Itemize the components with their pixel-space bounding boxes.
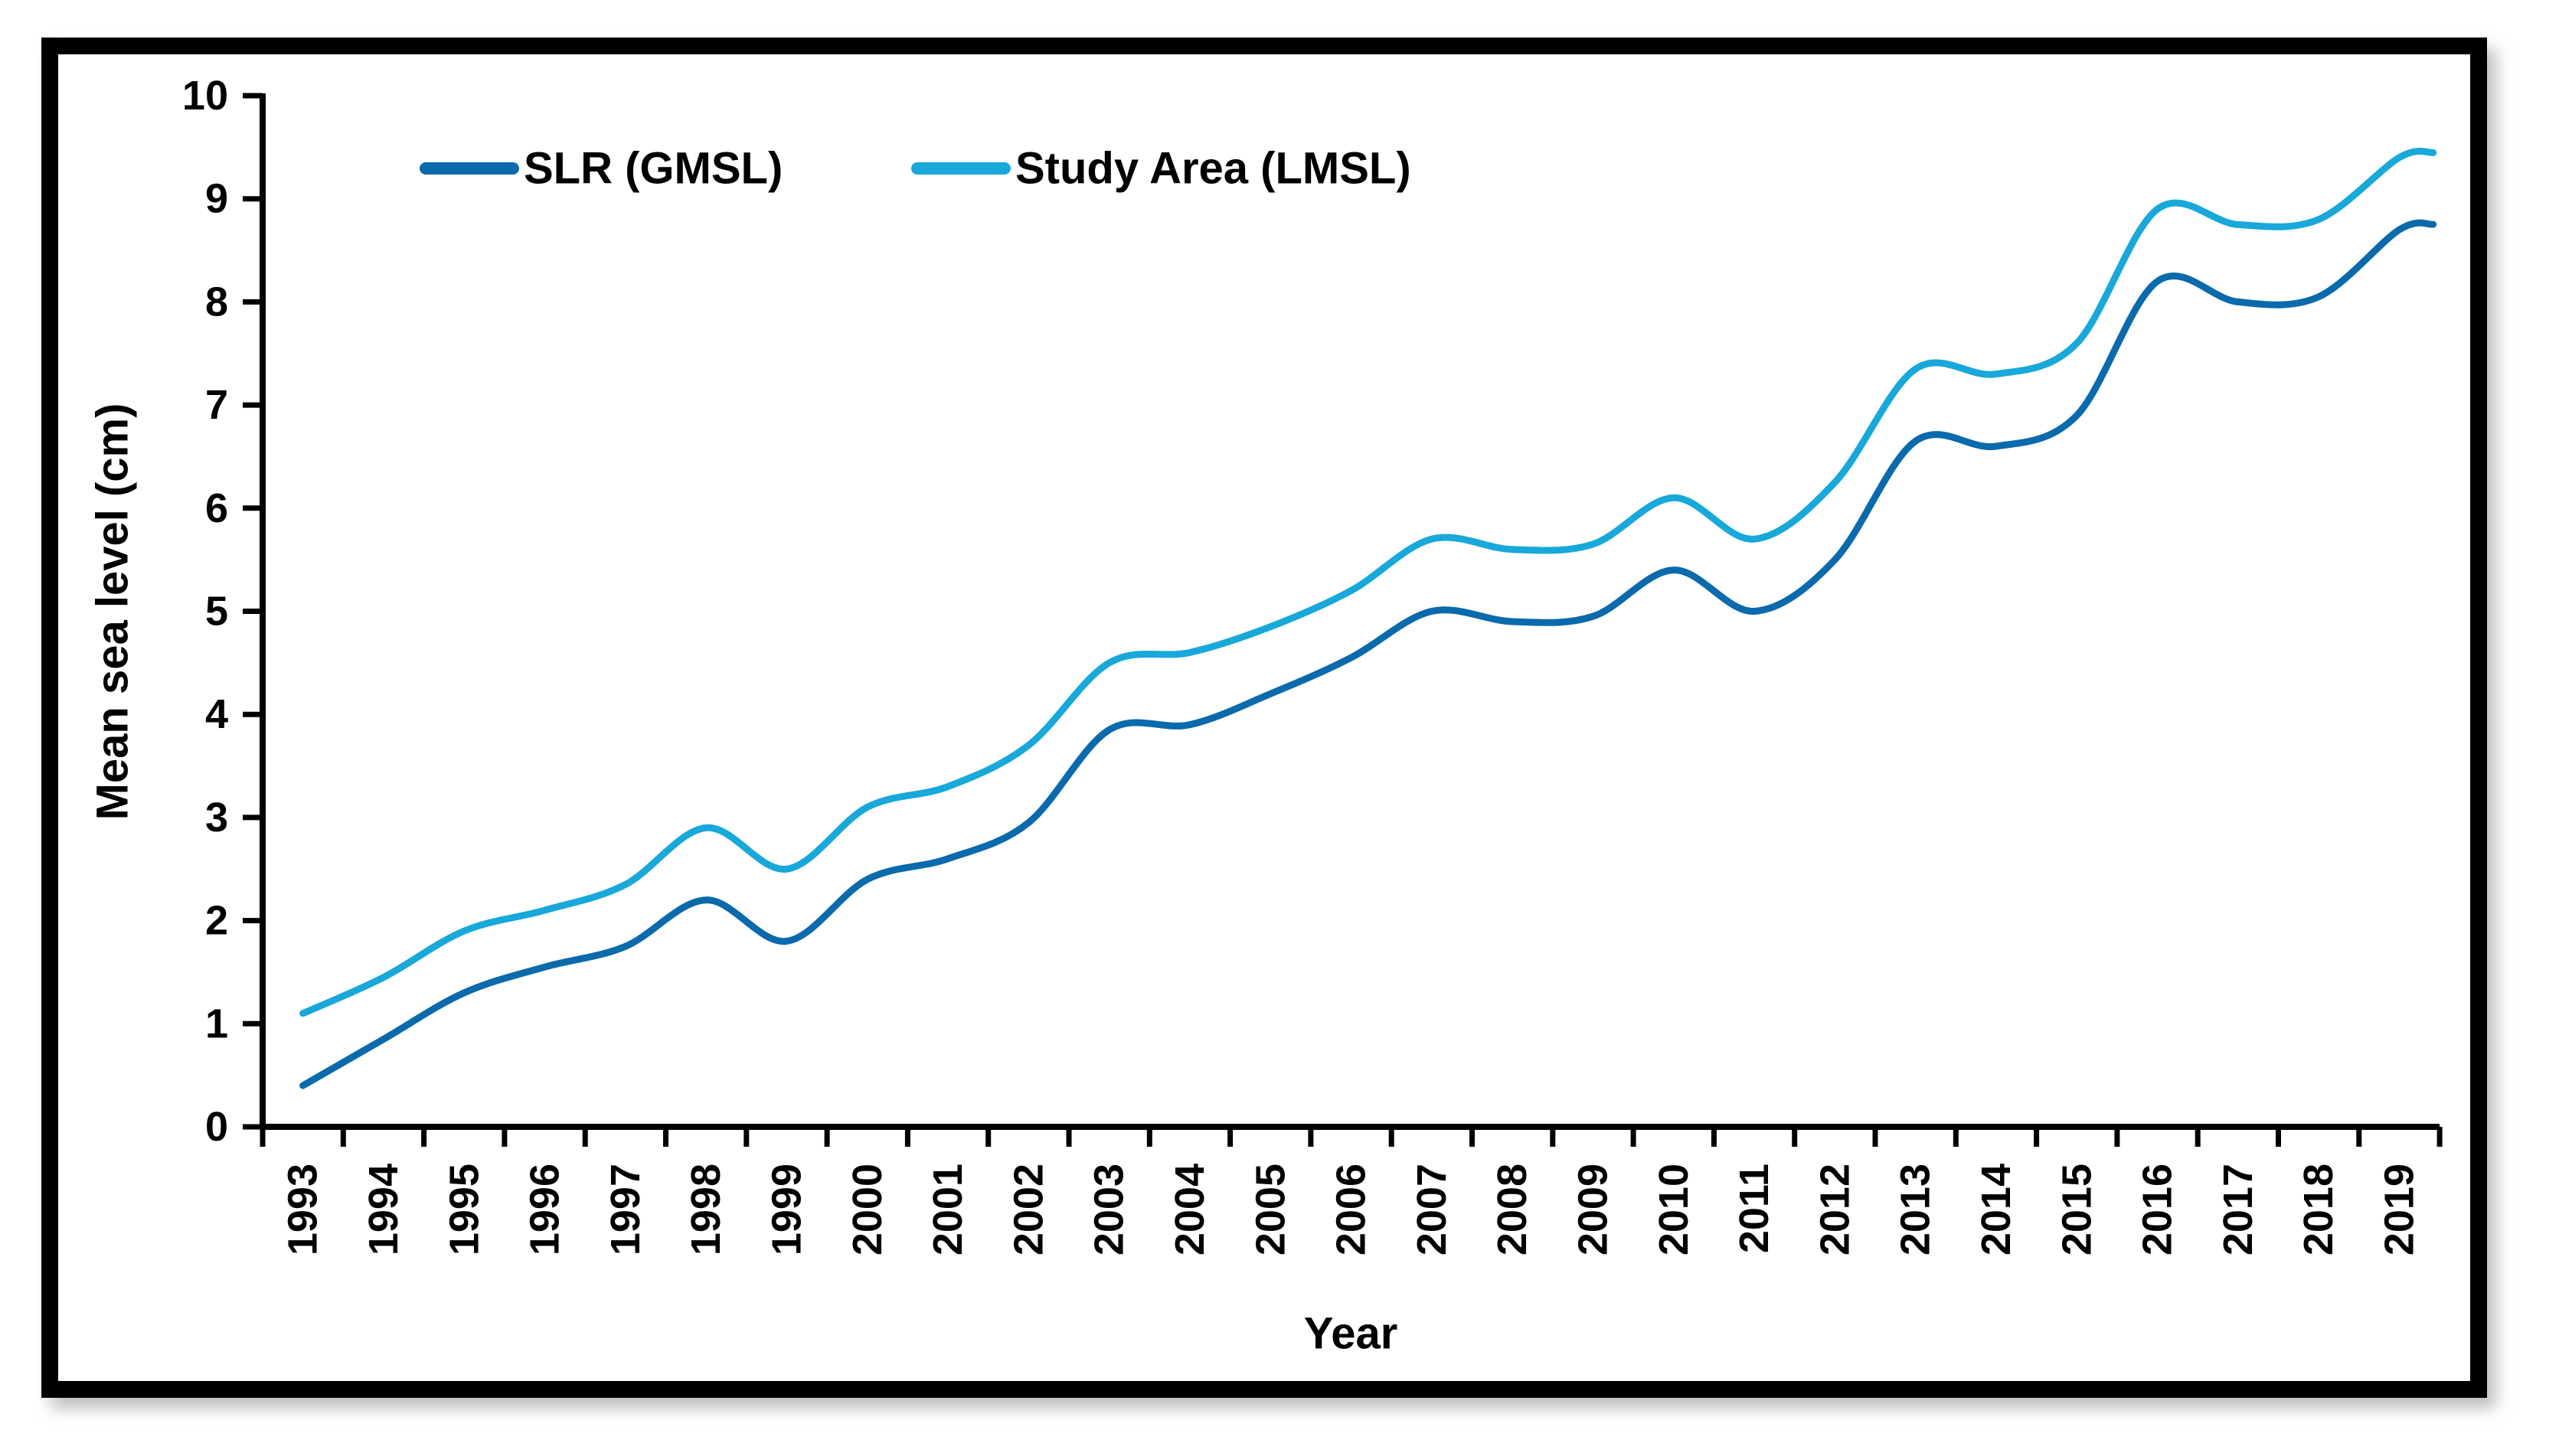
series-lines xyxy=(299,148,2437,1089)
y-tick-label: 2 xyxy=(205,898,228,944)
x-tick-label: 1998 xyxy=(683,1164,729,1255)
y-tick-label: 3 xyxy=(205,795,228,841)
x-tick-label: 1993 xyxy=(280,1164,326,1255)
x-tick-label: 2014 xyxy=(1973,1164,2019,1255)
x-tick-label: 1996 xyxy=(522,1164,568,1255)
x-tick-label: 2011 xyxy=(1731,1164,1777,1253)
legend-item-lmsl: Study Area (LMSL) xyxy=(911,144,1411,194)
y-tick-label: 8 xyxy=(205,279,228,325)
x-tick-label: 2008 xyxy=(1489,1164,1535,1255)
y-tick-label: 9 xyxy=(205,176,228,222)
x-tick-label: 2001 xyxy=(925,1164,971,1255)
x-tick-label: 2013 xyxy=(1893,1164,1939,1255)
y-tick-label: 0 xyxy=(205,1104,228,1150)
y-axis-title: Mean sea level (cm) xyxy=(88,403,138,821)
x-tick-label: 2017 xyxy=(2215,1164,2261,1255)
x-tick-label: 2019 xyxy=(2376,1164,2422,1255)
y-tick-label: 7 xyxy=(205,382,228,428)
x-tick-label: 2007 xyxy=(1409,1164,1455,1255)
x-tick-label: 2002 xyxy=(1005,1164,1051,1255)
y-tick-label: 5 xyxy=(205,589,228,635)
x-tick-label: 2018 xyxy=(2296,1164,2342,1255)
series-line-lmsl xyxy=(299,148,2437,1017)
legend-item-gmsl: SLR (GMSL) xyxy=(420,144,783,194)
y-tick-label: 6 xyxy=(205,485,228,531)
legend-label-gmsl: SLR (GMSL) xyxy=(524,144,783,194)
x-tick-label: 2012 xyxy=(1812,1164,1858,1255)
legend: SLR (GMSL) Study Area (LMSL) xyxy=(420,144,1411,194)
x-tick-label: 1997 xyxy=(603,1164,649,1255)
x-tick-label: 2016 xyxy=(2135,1164,2181,1255)
x-tick-label: 2000 xyxy=(845,1164,891,1255)
x-tick-label: 1995 xyxy=(441,1164,487,1255)
x-tick-label: 2005 xyxy=(1247,1164,1293,1255)
x-tick-label: 2010 xyxy=(1651,1164,1697,1255)
x-tick-label: 2015 xyxy=(2054,1164,2100,1255)
series-line-gmsl xyxy=(299,219,2437,1089)
x-tick-label: 2009 xyxy=(1570,1164,1616,1255)
x-tick-label: 2003 xyxy=(1087,1164,1132,1255)
x-tick-label: 2006 xyxy=(1329,1164,1374,1255)
legend-label-lmsl: Study Area (LMSL) xyxy=(1015,144,1411,194)
x-axis: 1993 1994 1995 1996 1997 1998 1999 2000 2001 2002… xyxy=(260,1124,2443,1255)
y-tick-label: 1 xyxy=(205,1001,228,1046)
y-tick-label: 4 xyxy=(205,691,228,737)
x-tick-label: 1994 xyxy=(361,1164,407,1255)
x-tick-label: 2004 xyxy=(1167,1164,1213,1255)
x-axis-title: Year xyxy=(1304,1309,1398,1359)
x-tick-label: 1999 xyxy=(763,1164,809,1255)
figure-border xyxy=(41,38,2487,1398)
y-axis: 0 1 2 3 4 5 6 7 8 9 10 xyxy=(182,73,266,1150)
y-tick-label: 10 xyxy=(182,73,228,119)
